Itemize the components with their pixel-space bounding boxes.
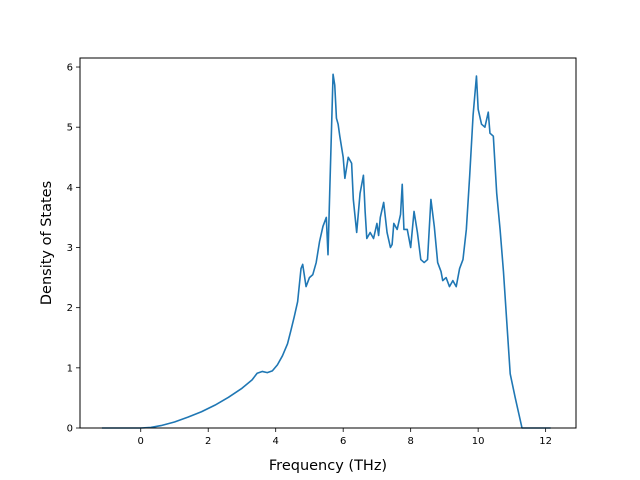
dos-series-line <box>101 73 551 429</box>
y-tick-label: 0 <box>67 424 73 435</box>
series-layer <box>101 73 551 429</box>
x-tick-label: 10 <box>472 436 485 447</box>
y-tick-label: 4 <box>67 183 73 194</box>
x-tick-label: 12 <box>539 436 552 447</box>
y-tick-label: 1 <box>67 363 73 374</box>
x-tick-label: 2 <box>205 436 211 447</box>
plot-frame <box>79 57 577 429</box>
x-tick-label: 4 <box>273 436 279 447</box>
x-tick-label: 6 <box>340 436 346 447</box>
y-tick-label: 2 <box>67 303 73 314</box>
y-tick-label: 3 <box>67 243 73 254</box>
y-axis-title: Density of States <box>39 181 55 305</box>
y-tick-label: 5 <box>67 123 73 134</box>
x-axis-title: Frequency (THz) <box>269 458 387 474</box>
x-tick-label: 8 <box>407 436 413 447</box>
y-tick-label: 6 <box>67 63 73 74</box>
x-tick-label: 0 <box>138 436 144 447</box>
